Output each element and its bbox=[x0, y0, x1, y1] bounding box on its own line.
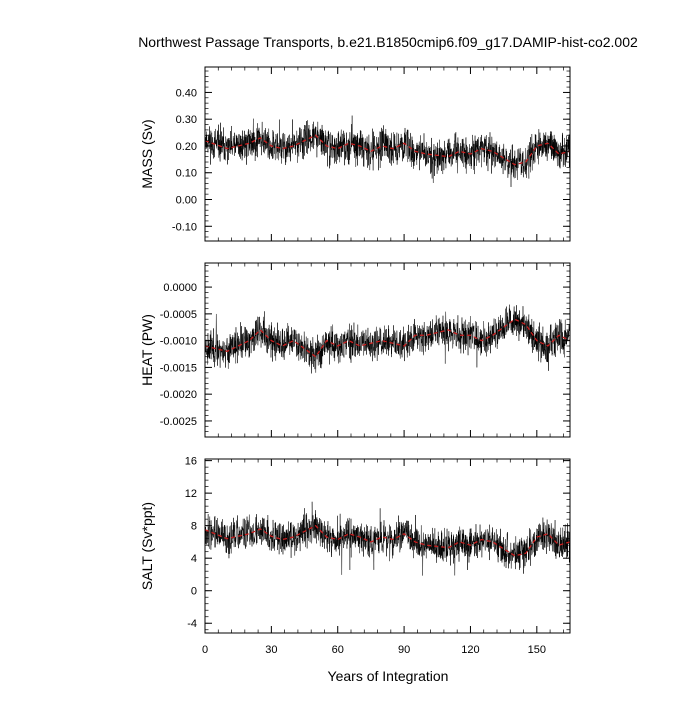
y-tick-label: 0.10 bbox=[176, 168, 197, 180]
y-tick-label: -4 bbox=[187, 618, 197, 630]
x-tick-label: 120 bbox=[461, 644, 479, 656]
smoothed-series-line bbox=[205, 318, 570, 358]
panel-frame bbox=[204, 458, 571, 634]
x-tick-label: 90 bbox=[398, 644, 410, 656]
panel-frame bbox=[204, 262, 571, 438]
panel-frame bbox=[204, 66, 571, 242]
smoothed-series-line bbox=[205, 524, 570, 557]
x-tick-label: 60 bbox=[332, 644, 344, 656]
y-tick-label: 8 bbox=[191, 521, 197, 533]
y-tick-label: 0.20 bbox=[176, 141, 197, 153]
y-tick-label: -0.0020 bbox=[160, 389, 197, 401]
chart-title: Northwest Passage Transports, b.e21.B185… bbox=[138, 34, 638, 50]
y-tick-label: 0.0000 bbox=[163, 282, 197, 294]
y-tick-label: -0.0010 bbox=[160, 336, 197, 348]
y-tick-label: 4 bbox=[191, 553, 197, 565]
y-tick-label: -0.0025 bbox=[160, 416, 197, 428]
raw-series-line bbox=[205, 304, 570, 374]
y-tick-label: -0.10 bbox=[172, 221, 197, 233]
y-axis-label: MASS (Sv) bbox=[139, 119, 155, 188]
panel-3: -4 0 4 8 12 16 SALT (Sv*ppt) 0 30 60 90 120 150 bbox=[139, 456, 571, 656]
y-tick-label: 0.00 bbox=[176, 195, 197, 207]
y-tick-label: 0.30 bbox=[176, 114, 197, 126]
y-tick-label: -0.0005 bbox=[160, 309, 197, 321]
y-axis-label: HEAT (PW) bbox=[139, 314, 155, 386]
y-tick-label: 12 bbox=[185, 488, 197, 500]
y-tick-label: 0 bbox=[191, 586, 197, 598]
x-tick-label: 30 bbox=[265, 644, 277, 656]
y-tick-label: -0.0015 bbox=[160, 362, 197, 374]
panel-2: -0.0025 -0.0020 -0.0015 -0.0010 -0.0005 0.000… bbox=[139, 262, 571, 438]
y-tick-label: 16 bbox=[185, 456, 197, 468]
x-tick-label: 150 bbox=[528, 644, 546, 656]
x-tick-label: 0 bbox=[202, 644, 208, 656]
y-tick-label: 0.40 bbox=[176, 87, 197, 99]
panel-1: -0.10 0.00 0.10 0.20 0.30 0.40 MASS (Sv) bbox=[139, 66, 571, 242]
raw-series-line bbox=[205, 115, 570, 187]
x-axis-label: Years of Integration bbox=[328, 668, 449, 684]
y-axis-label: SALT (Sv*ppt) bbox=[139, 502, 155, 590]
raw-series-line bbox=[205, 501, 570, 576]
smoothed-series-line bbox=[205, 134, 570, 166]
